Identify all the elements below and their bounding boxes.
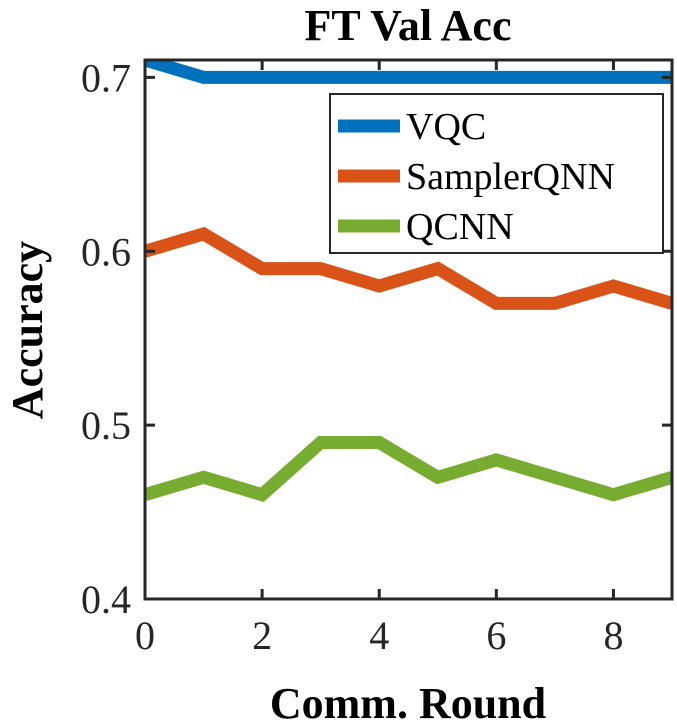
x-tick-label: 8	[603, 613, 623, 658]
x-axis-label: Comm. Round	[270, 679, 546, 724]
axes: 0 2 4 6 8 0.4 0.5 0.6 0.7	[81, 55, 674, 658]
axes-box	[143, 58, 674, 601]
legend: VQC SamplerQNN QCNN	[329, 93, 664, 254]
chart-title: FT Val Acc	[304, 1, 511, 50]
legend-label-samplerqnn: SamplerQNN	[406, 156, 615, 198]
y-tick-label: 0.4	[81, 577, 131, 622]
legend-label-qcnn: QCNN	[406, 206, 514, 248]
series-line-qcnn	[145, 436, 672, 502]
series-line-samplerqnn	[145, 226, 672, 310]
y-tick-label: 0.6	[81, 229, 131, 274]
y-axis-label: Accuracy	[3, 241, 52, 419]
series-line-vqc	[145, 60, 672, 84]
x-tick-label: 6	[486, 613, 506, 658]
legend-label-vqc: VQC	[406, 106, 486, 148]
y-tick-label: 0.7	[81, 55, 131, 100]
y-tick-label: 0.5	[81, 403, 131, 448]
x-tick-label: 2	[252, 613, 272, 658]
x-tick-label: 4	[369, 613, 389, 658]
plot-area	[145, 60, 672, 502]
x-tick-label: 0	[135, 613, 155, 658]
